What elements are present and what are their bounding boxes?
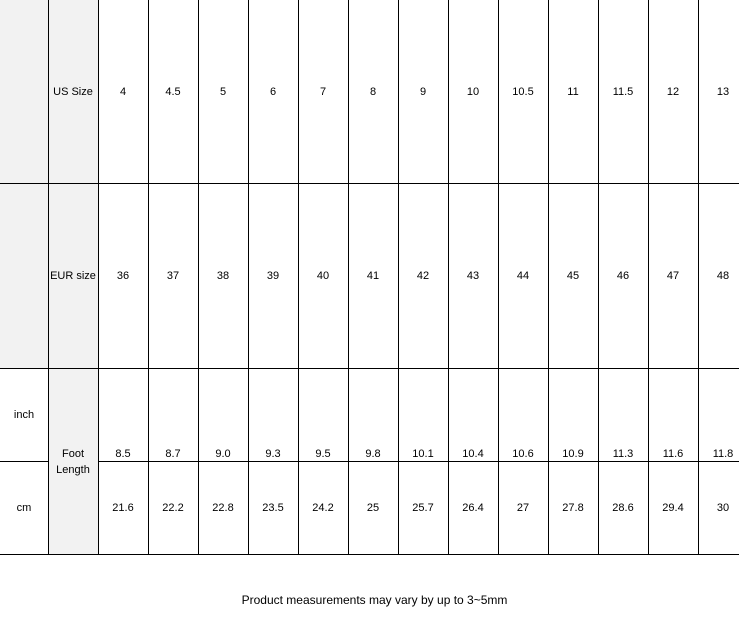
eur-size-cell: 38: [216, 269, 230, 282]
grid-line: [448, 0, 449, 554]
inch-cell: 10.9: [562, 448, 584, 460]
inch-cell: 9.0: [215, 448, 231, 460]
inch-cell: 8.5: [115, 448, 131, 460]
inch-cell: 9.5: [315, 448, 331, 460]
us-size-cell: 9: [419, 85, 427, 98]
grid-line: [0, 368, 739, 369]
inch-cell: 9.3: [265, 448, 281, 460]
eur-size-cell: 43: [466, 269, 480, 282]
foot-length-label: Foot Length: [48, 368, 98, 554]
us-size-cell: 10.5: [512, 85, 534, 98]
cm-cell: 29.4: [662, 501, 684, 514]
inch-cell: 10.1: [412, 448, 434, 460]
eur-size-cell: 45: [566, 269, 580, 282]
grid-line: [348, 0, 349, 554]
cm-cell: 22.2: [162, 501, 184, 514]
grid-line: [648, 0, 649, 554]
us-size-cell: 12: [666, 85, 680, 98]
eur-size-cell: 40: [316, 269, 330, 282]
us-size-cell: 7: [319, 85, 327, 98]
eur-size-cell: 44: [516, 269, 530, 282]
cm-cell: 23.5: [262, 501, 284, 514]
grid-line: [0, 183, 739, 184]
grid-line: [48, 0, 49, 554]
inch-cell: 11.8: [712, 448, 734, 460]
us-size-cell: 10: [466, 85, 480, 98]
grid-line: [548, 0, 549, 554]
us-size-cell: 8: [369, 85, 377, 98]
eur-size-cell: 48: [716, 269, 730, 282]
cm-cell: 27.8: [562, 501, 584, 514]
eur-size-label: EUR size: [48, 183, 98, 368]
grid-line: [398, 0, 399, 554]
us-size-cell: 5: [219, 85, 227, 98]
eur-size-cell: 41: [366, 269, 380, 282]
us-size-cell: 11.5: [612, 85, 634, 98]
eur-size-cell: 39: [266, 269, 280, 282]
cm-cell: 27: [516, 501, 530, 514]
grid-line: [0, 461, 48, 462]
us-size-cell: 4: [119, 85, 127, 98]
cm-label: cm: [16, 501, 32, 514]
cm-cell: 25: [366, 501, 380, 514]
grid-line: [198, 0, 199, 554]
inch-cell: 8.7: [165, 448, 181, 460]
us-size-cell: 4.5: [165, 85, 181, 98]
cm-cell: 25.7: [412, 501, 434, 514]
eur-size-cell: 47: [666, 269, 680, 282]
cm-cell: 28.6: [612, 501, 634, 514]
inch-label: inch: [13, 408, 35, 421]
eur-size-cell: 36: [116, 269, 130, 282]
inch-cell: 11.3: [612, 448, 634, 460]
cm-cell: 21.6: [112, 501, 134, 514]
cm-cell: 26.4: [462, 501, 484, 514]
grid-line: [698, 0, 699, 554]
grid-line: [98, 0, 99, 554]
inch-cell: 10.4: [462, 448, 484, 460]
grid-line: [0, 554, 739, 555]
cm-cell: 22.8: [212, 501, 234, 514]
grid-line: [498, 0, 499, 554]
us-size-cell: 6: [269, 85, 277, 98]
grid-line: [248, 0, 249, 554]
us-size-cell: 11: [567, 85, 579, 98]
eur-size-cell: 42: [416, 269, 430, 282]
inch-cell: 9.8: [365, 448, 381, 460]
grid-line: [98, 461, 739, 462]
us-size-label: US Size: [48, 0, 98, 183]
inch-cell: 11.6: [662, 448, 684, 460]
eur-size-cell: 37: [166, 269, 180, 282]
grid-line: [148, 0, 149, 554]
eur-size-cell: 46: [616, 269, 630, 282]
grid-line: [598, 0, 599, 554]
measurement-note: Product measurements may vary by up to 3…: [241, 593, 508, 607]
inch-cell: 10.6: [512, 448, 534, 460]
us-size-cell: 13: [716, 85, 730, 98]
blank-corner-cell: [0, 0, 48, 368]
cm-cell: 24.2: [312, 501, 334, 514]
cm-cell: 30: [716, 501, 730, 514]
grid-line: [298, 0, 299, 554]
